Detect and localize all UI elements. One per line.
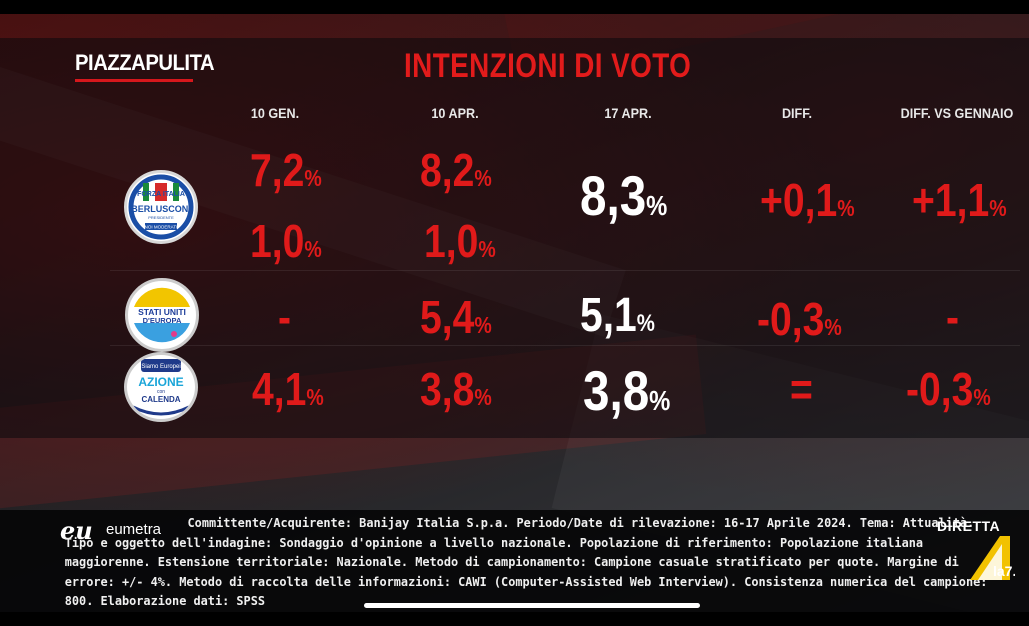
column-header-diff-vs-gennaio: DIFF. VS GENNAIO (900, 105, 1014, 121)
poll-disclaimer: Committente/Acquirente: Banijay Italia S… (64, 516, 988, 606)
fi-10-apr-value: 8,2% (420, 144, 492, 196)
forza-italia-text: FORZA ITALIA (137, 191, 185, 198)
home-indicator-bar[interactable] (364, 603, 700, 608)
column-header-10-gen: 10 GEN. (250, 105, 300, 121)
siamo-europei-text: Siamo Europei (141, 364, 180, 370)
con-text: con (157, 389, 165, 395)
az-diff-value: = (790, 363, 813, 415)
deuropa-text: D'EUROPA (143, 316, 182, 325)
disclaimer-bar (0, 510, 1029, 612)
la7-text: la7.it (993, 563, 1015, 579)
az-10-apr-value: 3,8% (420, 363, 492, 415)
live-label: DIRETTA (937, 518, 1001, 534)
noi-moderati-text: NOI MODERATI (145, 225, 178, 230)
az-diff-vs-gennaio-value: -0,3% (906, 363, 991, 415)
show-logo-underline (75, 79, 193, 82)
show-logo: PIAZZAPULITA (75, 50, 215, 75)
sue-diff-vs-gennaio-value: - (946, 291, 960, 343)
az-17-apr-value: 3,8% (583, 359, 671, 422)
column-header-diff: DIFF. (781, 105, 813, 121)
fi-diff-vs-gennaio-value: +1,1% (912, 174, 1007, 226)
azione-calenda-logo: Siamo Europei AZIONE con CALENDA (124, 352, 198, 422)
la7-channel-logo: la7.it (970, 536, 1015, 580)
stati-uniti-text: STATI UNITI (138, 307, 186, 317)
column-header-17-apr: 17 APR. (604, 105, 652, 121)
eumetra-logo-mark: eu (60, 516, 93, 545)
row-divider (110, 345, 1020, 346)
sue-17-apr-value: 5,1% (580, 289, 655, 342)
column-header-10-apr: 10 APR. (431, 105, 479, 121)
berlusconi-text: BERLUSCONI (131, 204, 191, 214)
stati-uniti-europa-logo: STATI UNITI D'EUROPA (125, 278, 199, 352)
fi-17-apr-value: 8,3% (580, 164, 668, 227)
fi-10-gen-value: 7,2% (250, 144, 322, 196)
sue-diff-value: -0,3% (757, 293, 842, 345)
row-divider (110, 270, 1020, 271)
fi-diff-value: +0,1% (760, 174, 855, 226)
calenda-text: CALENDA (141, 395, 180, 404)
eumetra-logo-text: eumetra (106, 521, 162, 538)
azione-text: AZIONE (138, 375, 183, 389)
nm-10-apr-value: 1,0% (424, 215, 496, 267)
presidente-text: PRESIDENTE (148, 215, 174, 220)
forza-italia-logo: FORZA ITALIA BERLUSCONI PRESIDENTE NOI M… (124, 170, 198, 244)
nm-10-gen-value: 1,0% (250, 215, 322, 267)
sue-10-apr-value: 5,4% (420, 291, 492, 343)
page-title: INTENZIONI DI VOTO (404, 47, 692, 85)
az-10-gen-value: 4,1% (252, 363, 324, 415)
sue-10-gen-value: - (278, 291, 292, 343)
